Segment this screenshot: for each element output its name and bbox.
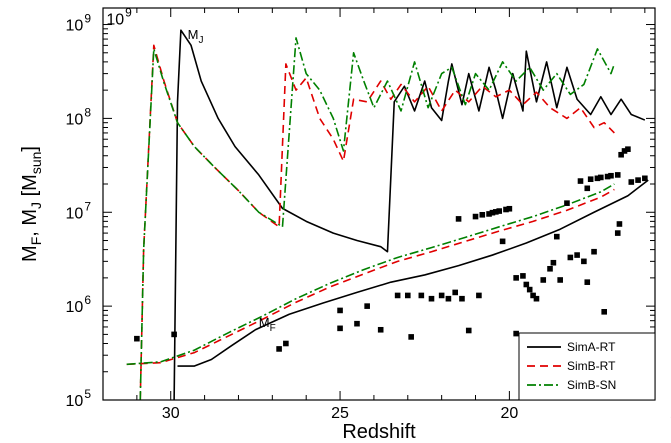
scatter-point [499,238,506,245]
series-line-simb-sn [139,37,616,400]
scatter-point [445,295,452,302]
scatter-point [608,172,614,179]
x-tick-label: 20 [500,405,518,422]
scatter-point [503,206,509,213]
scatter-point [472,213,479,220]
scatter-point [587,176,594,183]
scatter-point [598,174,604,181]
scatter-point [547,265,553,272]
scatter-point [276,346,282,352]
scatter-point [533,295,540,302]
y-tick-label: 108 [66,105,92,128]
scatter-point [404,292,411,299]
plot-frame [102,7,656,401]
x-tick-label: 30 [162,405,180,422]
scatter-point [523,281,530,288]
scatter-point [455,216,462,222]
scatter-point [513,275,519,281]
scatter-point [574,252,580,258]
scatter-point [635,177,641,183]
scatter-point [567,254,574,261]
y-tick-label: 105 [66,387,92,410]
legend-label: SimB-RT [567,359,616,373]
scatter-point [540,277,547,283]
scatter-point [621,148,628,154]
scatter-point [520,273,526,279]
x-tick-label: 25 [331,405,349,422]
scatter-point [377,326,384,333]
y-tick-label: 106 [66,293,92,316]
scatter-point [625,146,631,152]
scatter-point [452,289,458,296]
scatter-point [418,292,425,299]
scatter-point [337,325,343,332]
scatter-point [513,330,519,337]
scatter-point [614,230,621,236]
series-line-simb-sn-mf [126,183,615,366]
scatter-point [591,248,597,255]
scatter-point [506,205,513,212]
scatter-point [486,211,492,217]
scatter-point [354,320,360,327]
scatter-point [557,277,563,283]
y-tick-label: 109 [66,12,92,35]
scatter-point [642,175,648,182]
series-line-simb-rt [139,44,615,400]
scatter-point [493,209,499,215]
series-line-sima-rt [173,29,646,400]
annotation-mf: MF [259,315,276,334]
x-axis-title: Redshift [342,421,416,443]
scatter-point [408,334,414,340]
legend: SimA-RT SimB-RT SimB-SN [518,332,656,401]
legend-label: SimA-RT [567,340,616,354]
scatter-point [428,295,435,302]
scatter-point [616,221,623,227]
scatter-point [283,340,289,347]
scatter-point [564,200,570,206]
scatter-point [526,286,533,293]
scatter-point [438,292,445,299]
y-axis-title: MF, MJ [Msun] [19,146,44,262]
scatter-point [134,335,140,342]
x-tick-label: 15 [670,405,671,422]
y-tick-label: 107 [66,199,92,222]
scatter-point [337,307,343,314]
scatter-point [584,279,591,285]
scatter-point [553,233,560,240]
scatter-point [614,172,621,178]
scatter-point [577,178,584,184]
scatter-point [601,309,607,315]
scatter-point [479,211,486,218]
scatter-point [604,173,611,180]
legend-label: SimB-SN [567,378,616,392]
series-line-simb-rt-mf [126,188,615,366]
scatter-point [476,292,482,299]
scatter-point [594,175,601,182]
scatter-point [465,327,472,334]
scatter-point [581,258,587,265]
series-line-sima-rt-mf [177,179,649,367]
scatter-point [584,185,591,192]
scatter-point [618,151,624,158]
scatter-point [364,303,370,309]
scatter-point [459,295,465,302]
plot-area [126,29,649,400]
scatter-point [489,209,496,216]
scatter-point [550,259,557,266]
y-top-tick-annotation: 109 [106,6,132,29]
scatter-point [530,292,536,299]
scatter-point [171,331,177,338]
scatter-point [496,208,503,214]
scatter-point [628,179,635,185]
scatter-point [394,292,401,299]
